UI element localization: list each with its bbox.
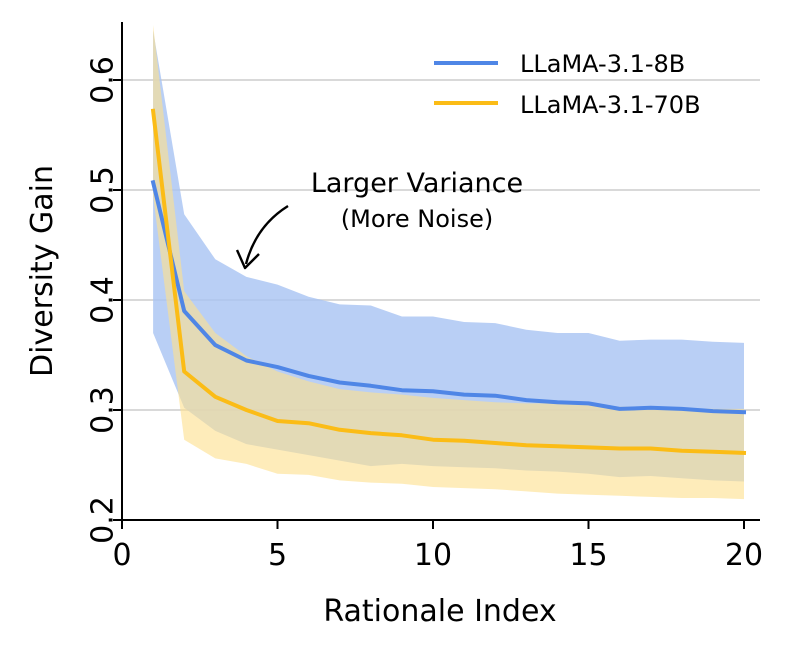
- tick-layer: 0.2 0.3 0.4 0.5 0.6 0 5 10 15 20: [86, 56, 764, 573]
- series-line-llama-70b: [150, 108, 747, 455]
- legend-label-llama-8b: LLaMA-3.1-8B: [520, 50, 685, 78]
- legend: LLaMA-3.1-8B LLaMA-3.1-70B: [434, 50, 701, 119]
- y-tick-label: 0.4: [86, 276, 121, 324]
- y-tick-label: 0.2: [86, 496, 121, 544]
- annotation-line-2: (More Noise): [341, 205, 493, 233]
- variance-annotation: Larger Variance (More Noise): [235, 168, 523, 270]
- x-tick-label: 10: [414, 538, 452, 573]
- y-tick-label: 0.6: [86, 56, 121, 104]
- y-tick-label: 0.3: [86, 386, 121, 434]
- annotation-line-1: Larger Variance: [311, 168, 523, 199]
- x-tick-label: 5: [268, 538, 287, 573]
- y-tick-label: 0.5: [86, 166, 121, 214]
- series-line-llama-8b: [150, 179, 747, 415]
- line-layer: [150, 108, 747, 455]
- x-tick-label: 20: [725, 538, 763, 573]
- legend-label-llama-70b: LLaMA-3.1-70B: [520, 91, 701, 119]
- x-tick-label: 0: [112, 538, 131, 573]
- x-axis-label: Rationale Index: [323, 594, 556, 629]
- band-layer: [153, 25, 745, 500]
- y-axis-label: Diversity Gain: [25, 165, 60, 377]
- band-llama-8b: [153, 30, 745, 482]
- x-tick-label: 15: [569, 538, 607, 573]
- axes-layer: [121, 22, 760, 521]
- annotation-arrow: [244, 204, 289, 265]
- annotation-arrowhead: [235, 249, 260, 270]
- band-llama-70b: [153, 25, 745, 500]
